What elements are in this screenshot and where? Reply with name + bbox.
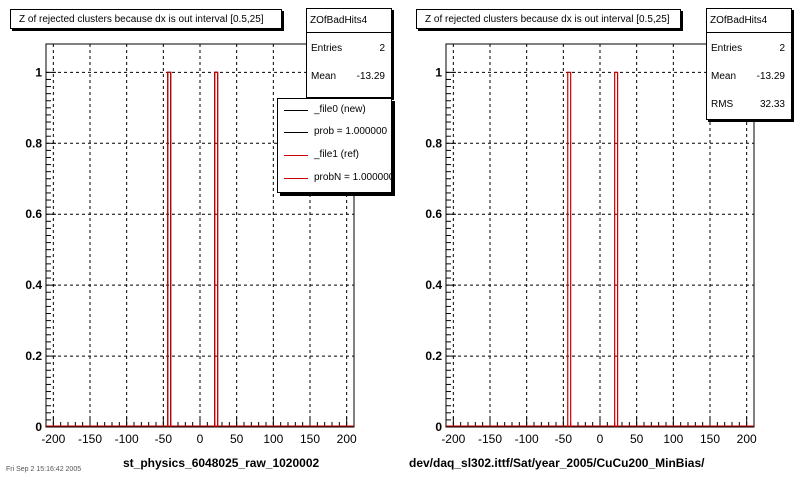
x-tick-label: -50 bbox=[155, 432, 173, 446]
title-right: Z of rejected clusters because dx is out… bbox=[416, 9, 681, 29]
stats-label-mean-right: Mean bbox=[711, 71, 737, 82]
legend-swatch-ref bbox=[284, 155, 308, 156]
x-tick-label: 150 bbox=[300, 432, 320, 446]
stats-box-left: ZOfBadHits4 Entries 2 Mean -13.29 bbox=[306, 8, 392, 98]
stats-name-left: ZOfBadHits4 bbox=[307, 9, 391, 33]
title-left: Z of rejected clusters because dx is out… bbox=[10, 9, 282, 29]
legend-entry-probn: probN = 1.000000 bbox=[278, 169, 392, 189]
y-tick-label: 1 bbox=[35, 65, 42, 79]
x-tick-label: 0 bbox=[197, 432, 204, 446]
legend-entry-new: _file0 (new) bbox=[278, 101, 391, 121]
legend-entry-ref: _file1 (ref) bbox=[278, 146, 391, 166]
legend-label-probn: probN = 1.000000 bbox=[314, 172, 392, 183]
x-tick-label: -150 bbox=[78, 432, 102, 446]
y-tick-label: 0.8 bbox=[25, 136, 42, 150]
legend-swatch-new bbox=[284, 110, 308, 111]
x-axis-title-right: dev/daq_sl302.ittf/Sat/year_2005/CuCu200… bbox=[409, 456, 705, 470]
legend-label-new: _file0 (new) bbox=[314, 104, 366, 115]
x-tick-label: -100 bbox=[115, 432, 139, 446]
stats-box-right: ZOfBadHits4 Entries 2 Mean -13.29 RMS 32… bbox=[706, 8, 792, 120]
x-axis-title-left: st_physics_6048025_raw_1020002 bbox=[123, 456, 320, 470]
stats-value-entries-right: 2 bbox=[779, 43, 785, 54]
stats-name-right: ZOfBadHits4 bbox=[707, 9, 791, 33]
stats-value-mean-left: -13.29 bbox=[356, 71, 385, 82]
stats-label-entries-left: Entries bbox=[311, 43, 343, 54]
histogram-bar bbox=[214, 71, 219, 427]
stats-label-rms-right: RMS bbox=[711, 99, 734, 110]
x-tick-label: 50 bbox=[230, 432, 244, 446]
x-tick-label: 100 bbox=[263, 432, 283, 446]
stats-label-mean-left: Mean bbox=[311, 71, 337, 82]
legend-swatch-prob bbox=[284, 132, 308, 133]
legend-swatch-probn bbox=[284, 178, 308, 179]
stats-value-mean-right: -13.29 bbox=[756, 71, 785, 82]
legend-label-prob: prob = 1.000000 bbox=[314, 126, 388, 137]
legend: _file0 (new) prob = 1.000000 _file1 (ref… bbox=[277, 98, 392, 193]
footer-timestamp: Fri Sep 2 15:16:42 2005 bbox=[6, 466, 82, 473]
stats-value-rms-right: 32.33 bbox=[759, 99, 785, 110]
histogram-bar bbox=[167, 71, 172, 427]
y-tick-label: 0.2 bbox=[25, 349, 42, 363]
y-tick-label: 0 bbox=[35, 420, 42, 434]
y-tick-label: 0.6 bbox=[25, 207, 42, 221]
stats-value-entries-left: 2 bbox=[379, 43, 385, 54]
x-tick-label: 200 bbox=[337, 432, 357, 446]
legend-label-ref: _file1 (ref) bbox=[314, 149, 360, 160]
y-tick-label: 0.4 bbox=[25, 278, 42, 292]
legend-entry-prob: prob = 1.000000 bbox=[278, 123, 391, 143]
x-tick-label: -200 bbox=[41, 432, 65, 446]
stats-label-entries-right: Entries bbox=[711, 43, 743, 54]
